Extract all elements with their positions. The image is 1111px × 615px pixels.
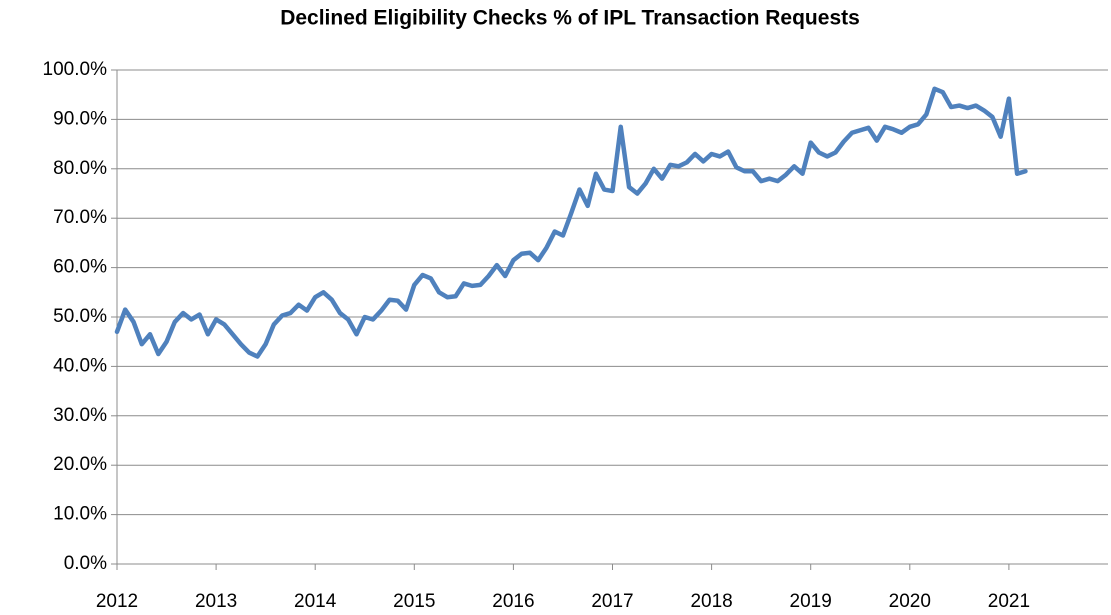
y-tick-label: 50.0%: [53, 306, 107, 327]
y-tick-label: 10.0%: [53, 504, 107, 525]
x-tick-label: 2013: [195, 591, 237, 612]
y-tick-label: 100.0%: [43, 59, 108, 80]
y-tick-label: 40.0%: [53, 355, 107, 376]
y-tick-label: 20.0%: [53, 454, 107, 475]
chart-title: Declined Eligibility Checks % of IPL Tra…: [280, 7, 860, 30]
x-tick-label: 2018: [690, 591, 732, 612]
y-tick-label: 30.0%: [53, 405, 107, 426]
data-line: [114, 86, 1028, 359]
x-tick-label: 2020: [889, 591, 931, 612]
x-tick-label: 2012: [96, 591, 138, 612]
x-tick-label: 2019: [790, 591, 832, 612]
y-tick-label: 80.0%: [53, 158, 107, 179]
y-tick-label: 0.0%: [64, 553, 107, 574]
x-tick-label: 2017: [591, 591, 633, 612]
x-tick-label: 2016: [492, 591, 534, 612]
x-tick-label: 2014: [294, 591, 337, 612]
y-tick-label: 90.0%: [53, 108, 107, 129]
y-tick-label: 60.0%: [53, 257, 107, 278]
y-tick-label: 70.0%: [53, 207, 107, 228]
x-tick-label: 2015: [393, 591, 435, 612]
x-tick-label: 2021: [988, 591, 1030, 612]
